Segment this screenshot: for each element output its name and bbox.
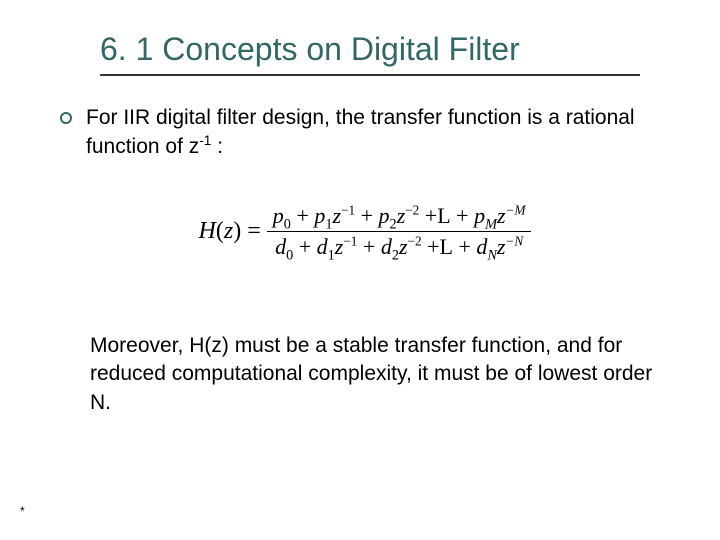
bullet-block: For IIR digital filter design, the trans…: [60, 104, 670, 161]
slide: 6. 1 Concepts on Digital Filter For IIR …: [0, 0, 720, 540]
num-pM-exp: −M: [506, 203, 526, 218]
bullet-exp: -1: [199, 133, 211, 148]
den-d1: d: [317, 234, 328, 259]
title-row: 6. 1 Concepts on Digital Filter: [100, 30, 670, 68]
eq-H: H: [199, 218, 216, 244]
den-ellipsis: L: [439, 234, 452, 259]
eq-numerator: p0 + p1z−1 + p2z−2 +L + pMz−M: [267, 201, 532, 231]
den-d2-sub: 2: [392, 248, 399, 264]
equation-wrap: H(z) = p0 + p1z−1 + p2z−2 +L + pMz−M d0: [60, 201, 670, 262]
den-d2-exp: −2: [408, 234, 422, 249]
num-p2-exp: −2: [405, 203, 419, 218]
num-p1-exp: −1: [341, 203, 355, 218]
den-dN-exp: −N: [505, 234, 523, 249]
eq-equals: =: [247, 218, 261, 245]
slide-title: 6. 1 Concepts on Digital Filter: [100, 30, 670, 68]
bullet-pre: For IIR digital filter design, the trans…: [86, 106, 635, 157]
den-d1-exp: −1: [343, 234, 357, 249]
eq-lhs: H(z): [199, 218, 242, 245]
equation: H(z) = p0 + p1z−1 + p2z−2 +L + pMz−M d0: [199, 201, 532, 262]
den-dN: d: [476, 234, 487, 259]
title-underline: [100, 74, 640, 76]
bullet-text: For IIR digital filter design, the trans…: [86, 104, 670, 161]
den-d0: d: [275, 234, 286, 259]
eq-z: z: [224, 218, 233, 244]
den-d2: d: [381, 234, 392, 259]
closing-paragraph: Moreover, H(z) must be a stable transfer…: [60, 332, 670, 417]
bullet-post: :: [211, 135, 223, 158]
den-d1-sub: 1: [328, 248, 335, 264]
num-p0: p: [273, 203, 284, 228]
num-p2: p: [379, 203, 390, 228]
num-pM: p: [474, 203, 485, 228]
num-p1: p: [314, 203, 325, 228]
eq-fraction: p0 + p1z−1 + p2z−2 +L + pMz−M d0 + d1z−1…: [267, 201, 532, 262]
footnote-asterisk: *: [20, 504, 25, 518]
eq-denominator: d0 + d1z−1 + d2z−2 +L + dNz−N: [269, 232, 529, 262]
num-ellipsis: L: [437, 203, 450, 228]
bullet-ring-icon: [60, 112, 72, 124]
den-dN-sub: N: [487, 248, 497, 264]
den-d0-sub: 0: [286, 248, 293, 264]
